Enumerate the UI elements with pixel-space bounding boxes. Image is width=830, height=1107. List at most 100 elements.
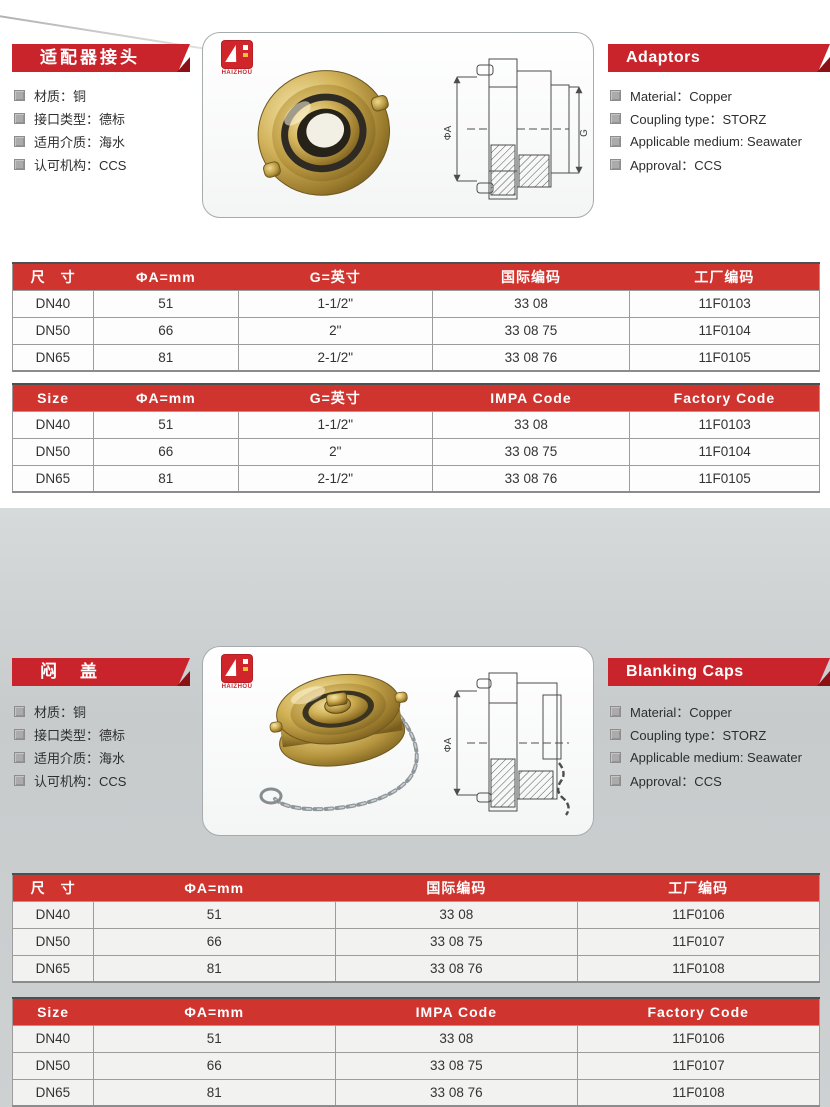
column-header: IMPA Code xyxy=(335,998,578,1025)
brand-logo: HAIZHOU xyxy=(215,41,259,76)
spec-label: Approval：CCS xyxy=(630,158,722,173)
cell: 33 08 76 xyxy=(431,343,631,372)
section1-specs-en: Material：Copper Coupling type：STORZ Appl… xyxy=(610,84,802,176)
table-row: DN50 66 33 08 75 11F0107 xyxy=(12,927,821,956)
section2-title-banner-en: Blanking Caps xyxy=(608,658,830,686)
cell: 11F0103 xyxy=(629,289,820,318)
table-row: DN50 66 33 08 75 11F0107 xyxy=(12,1051,821,1080)
spec-item: 接口类型：德标 xyxy=(14,107,126,130)
table-row: DN65 81 33 08 76 11F0108 xyxy=(12,954,821,983)
square-bullet-icon xyxy=(14,159,25,170)
cell: 33 08 xyxy=(334,900,578,929)
spec-item: Applicable medium: Seawater xyxy=(610,130,802,153)
cell: 11F0108 xyxy=(576,1078,821,1107)
cell: 33 08 75 xyxy=(431,437,631,466)
column-header: IMPA Code xyxy=(432,384,630,411)
spec-label: 认可机构：CCS xyxy=(34,774,127,789)
spec-item: 认可机构：CCS xyxy=(14,769,126,792)
cell: 11F0107 xyxy=(576,927,821,956)
banner-ribbon xyxy=(12,44,190,72)
spec-item: 接口类型：德标 xyxy=(14,723,126,746)
sail-shape xyxy=(225,45,240,62)
table-row: DN40 51 1-1/2" 33 08 11F0103 xyxy=(12,410,820,439)
cell: 81 xyxy=(92,464,239,493)
cell: 11F0106 xyxy=(576,900,821,929)
cell: 33 08 xyxy=(431,289,631,318)
table-header-row: Size ΦA=mm G=英寸 IMPA Code Factory Code xyxy=(12,384,820,411)
square-bullet-icon xyxy=(610,90,621,101)
cell: DN50 xyxy=(12,927,94,956)
cell: DN65 xyxy=(12,1078,94,1107)
square-bullet-icon xyxy=(610,136,621,147)
column-header: ΦA=mm xyxy=(93,263,239,290)
cell: 81 xyxy=(92,343,239,372)
column-header: Size xyxy=(12,384,94,411)
section1-specs-cn: 材质：铜 接口类型：德标 适用介质：海水 认可机构：CCS xyxy=(14,84,126,176)
table-row: DN50 66 2" 33 08 75 11F0104 xyxy=(12,316,820,345)
adaptor-technical-drawing: ΦA G xyxy=(443,58,589,200)
cell: DN40 xyxy=(12,410,94,439)
table-row: DN65 81 2-1/2" 33 08 76 11F0105 xyxy=(12,343,820,372)
section1-product-card: HAIZHOU xyxy=(202,32,594,218)
blanking-cap-product-photo xyxy=(259,673,419,812)
cell: 11F0108 xyxy=(576,954,821,983)
cell: DN65 xyxy=(12,464,94,493)
cell: 51 xyxy=(92,410,239,439)
cell: DN50 xyxy=(12,437,94,466)
cell: 11F0104 xyxy=(629,316,820,345)
cell: 33 08 76 xyxy=(431,464,631,493)
cell: 81 xyxy=(92,1078,336,1107)
banner-ribbon xyxy=(12,658,190,686)
square-bullet-icon xyxy=(14,113,25,124)
blanking-caps-table-cn: 尺 寸 ΦA=mm 国际编码 工厂编码 DN40 51 33 08 11F0106 D… xyxy=(12,873,821,983)
column-header: Factory Code xyxy=(577,998,820,1025)
spec-label: Material：Copper xyxy=(630,705,732,720)
square-bullet-icon xyxy=(610,706,621,717)
cell: DN50 xyxy=(12,316,94,345)
table-row: DN50 66 2" 33 08 75 11F0104 xyxy=(12,437,820,466)
cell: DN50 xyxy=(12,1051,94,1080)
cell: DN40 xyxy=(12,289,94,318)
spec-item: Approval：CCS xyxy=(610,769,802,792)
section2-specs-cn: 材质：铜 接口类型：德标 适用介质：海水 认可机构：CCS xyxy=(14,700,126,792)
cell: 11F0105 xyxy=(629,343,820,372)
square-bullet-icon xyxy=(14,706,25,717)
spec-label: Material：Copper xyxy=(630,89,732,104)
cell: 11F0104 xyxy=(629,437,820,466)
cell: 2-1/2" xyxy=(237,464,433,493)
spec-label: Coupling type：STORZ xyxy=(630,728,767,743)
spec-label: 材质：铜 xyxy=(34,89,87,104)
section2-product-card: HAIZHOU xyxy=(202,646,594,836)
column-header: 国际编码 xyxy=(432,263,630,290)
spec-item: Coupling type：STORZ xyxy=(610,107,802,130)
adaptors-table-en: Size ΦA=mm G=英寸 IMPA Code Factory Code D… xyxy=(12,383,820,493)
logo-dot xyxy=(243,53,248,57)
sail-shape xyxy=(225,659,240,676)
cell: DN40 xyxy=(12,900,94,929)
cell: 33 08 75 xyxy=(334,927,578,956)
spec-item: 适用介质：海水 xyxy=(14,746,126,769)
column-header: 工厂编码 xyxy=(577,874,820,901)
table-row: DN65 81 33 08 76 11F0108 xyxy=(12,1078,821,1107)
spec-label: Applicable medium: Seawater xyxy=(630,134,802,149)
dimension-label-a: ΦA xyxy=(443,737,454,752)
spec-label: 认可机构：CCS xyxy=(34,158,127,173)
section1-title-cn: 适配器接头 xyxy=(40,48,140,67)
cell: 11F0103 xyxy=(629,410,820,439)
spec-item: Material：Copper xyxy=(610,700,802,723)
spec-label: 材质：铜 xyxy=(34,705,87,720)
adaptor-product-photo xyxy=(257,70,391,196)
column-header: G=英寸 xyxy=(238,263,433,290)
square-bullet-icon xyxy=(610,752,621,763)
column-header: 国际编码 xyxy=(335,874,578,901)
cell: 1-1/2" xyxy=(237,289,433,318)
column-header: Factory Code xyxy=(629,384,820,411)
spec-label: 接口类型：德标 xyxy=(34,112,126,127)
cell: 2" xyxy=(237,437,433,466)
spec-label: 适用介质：海水 xyxy=(34,751,126,766)
brand-name: HAIZHOU xyxy=(221,70,253,76)
cell: 11F0105 xyxy=(629,464,820,493)
spec-item: Approval：CCS xyxy=(610,153,802,176)
cell: DN40 xyxy=(12,1024,94,1053)
